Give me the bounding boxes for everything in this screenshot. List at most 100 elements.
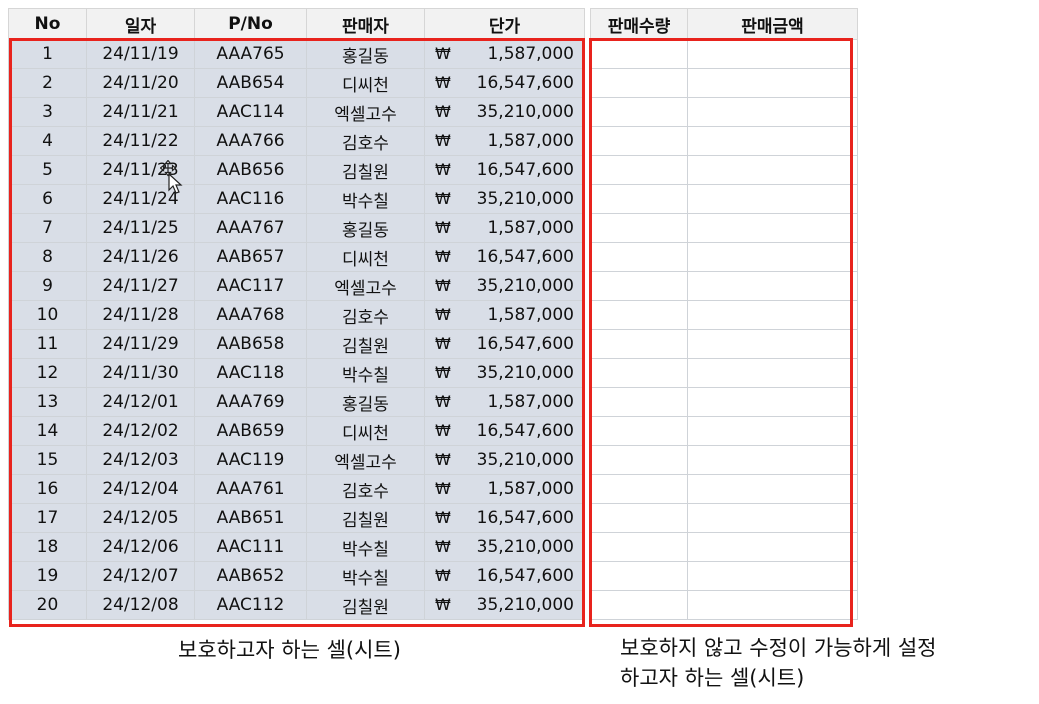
header-pno[interactable]: P/No [194, 8, 307, 40]
cell-date[interactable]: 24/12/05 [86, 503, 195, 533]
cell-pno[interactable]: AAA761 [194, 474, 307, 504]
cell-pno[interactable]: AAA767 [194, 213, 307, 243]
cell-qty[interactable] [590, 271, 688, 301]
cell-price[interactable]: ₩1,587,000 [424, 39, 585, 69]
cell-price[interactable]: ₩16,547,600 [424, 416, 585, 446]
cell-price[interactable]: ₩1,587,000 [424, 474, 585, 504]
cell-qty[interactable] [590, 387, 688, 417]
cell-amount[interactable] [687, 300, 858, 330]
cell-no[interactable]: 1 [8, 39, 87, 69]
cell-qty[interactable] [590, 329, 688, 359]
cell-qty[interactable] [590, 300, 688, 330]
cell-qty[interactable] [590, 155, 688, 185]
cell-price[interactable]: ₩16,547,600 [424, 561, 585, 591]
cell-no[interactable]: 18 [8, 532, 87, 562]
cell-pno[interactable]: AAC117 [194, 271, 307, 301]
cell-seller[interactable]: 박수칠 [306, 184, 425, 214]
cell-seller[interactable]: 김칠원 [306, 155, 425, 185]
header-qty[interactable]: 판매수량 [590, 8, 688, 40]
cell-qty[interactable] [590, 445, 688, 475]
cell-pno[interactable]: AAB654 [194, 68, 307, 98]
cell-seller[interactable]: 박수칠 [306, 561, 425, 591]
cell-no[interactable]: 17 [8, 503, 87, 533]
header-date[interactable]: 일자 [86, 8, 195, 40]
cell-amount[interactable] [687, 39, 858, 69]
cell-amount[interactable] [687, 329, 858, 359]
cell-pno[interactable]: AAA765 [194, 39, 307, 69]
cell-qty[interactable] [590, 358, 688, 388]
cell-no[interactable]: 13 [8, 387, 87, 417]
cell-seller[interactable]: 김칠원 [306, 329, 425, 359]
cell-seller[interactable]: 김호수 [306, 126, 425, 156]
cell-seller[interactable]: 김호수 [306, 474, 425, 504]
cell-price[interactable]: ₩35,210,000 [424, 184, 585, 214]
cell-qty[interactable] [590, 39, 688, 69]
cell-qty[interactable] [590, 242, 688, 272]
header-amount[interactable]: 판매금액 [687, 8, 858, 40]
cell-price[interactable]: ₩35,210,000 [424, 590, 585, 620]
cell-qty[interactable] [590, 532, 688, 562]
cell-seller[interactable]: 디씨천 [306, 416, 425, 446]
cell-amount[interactable] [687, 532, 858, 562]
cell-pno[interactable]: AAC116 [194, 184, 307, 214]
cell-pno[interactable]: AAC114 [194, 97, 307, 127]
cell-seller[interactable]: 엑셀고수 [306, 97, 425, 127]
cell-seller[interactable]: 김칠원 [306, 590, 425, 620]
cell-date[interactable]: 24/11/27 [86, 271, 195, 301]
cell-seller[interactable]: 엑셀고수 [306, 445, 425, 475]
cell-seller[interactable]: 홍길동 [306, 213, 425, 243]
cell-qty[interactable] [590, 97, 688, 127]
cell-pno[interactable]: AAB651 [194, 503, 307, 533]
cell-price[interactable]: ₩35,210,000 [424, 532, 585, 562]
cell-date[interactable]: 24/12/01 [86, 387, 195, 417]
cell-no[interactable]: 12 [8, 358, 87, 388]
cell-pno[interactable]: AAB652 [194, 561, 307, 591]
cell-amount[interactable] [687, 590, 858, 620]
cell-pno[interactable]: AAC111 [194, 532, 307, 562]
cell-seller[interactable]: 김칠원 [306, 503, 425, 533]
cell-date[interactable]: 24/11/19 [86, 39, 195, 69]
cell-price[interactable]: ₩1,587,000 [424, 213, 585, 243]
cell-no[interactable]: 2 [8, 68, 87, 98]
cell-qty[interactable] [590, 68, 688, 98]
cell-amount[interactable] [687, 184, 858, 214]
cell-amount[interactable] [687, 242, 858, 272]
cell-no[interactable]: 8 [8, 242, 87, 272]
cell-qty[interactable] [590, 561, 688, 591]
cell-qty[interactable] [590, 590, 688, 620]
cell-price[interactable]: ₩16,547,600 [424, 68, 585, 98]
cell-price[interactable]: ₩1,587,000 [424, 126, 585, 156]
cell-pno[interactable]: AAB656 [194, 155, 307, 185]
cell-price[interactable]: ₩1,587,000 [424, 387, 585, 417]
cell-pno[interactable]: AAA768 [194, 300, 307, 330]
cell-amount[interactable] [687, 416, 858, 446]
cell-amount[interactable] [687, 271, 858, 301]
cell-price[interactable]: ₩16,547,600 [424, 329, 585, 359]
cell-amount[interactable] [687, 213, 858, 243]
cell-pno[interactable]: AAC118 [194, 358, 307, 388]
cell-pno[interactable]: AAA766 [194, 126, 307, 156]
cell-no[interactable]: 10 [8, 300, 87, 330]
cell-seller[interactable]: 박수칠 [306, 358, 425, 388]
cell-qty[interactable] [590, 474, 688, 504]
cell-seller[interactable]: 김호수 [306, 300, 425, 330]
cell-date[interactable]: 24/11/22 [86, 126, 195, 156]
cell-price[interactable]: ₩16,547,600 [424, 155, 585, 185]
cell-amount[interactable] [687, 561, 858, 591]
cell-no[interactable]: 15 [8, 445, 87, 475]
cell-pno[interactable]: AAB659 [194, 416, 307, 446]
cell-pno[interactable]: AAA769 [194, 387, 307, 417]
cell-date[interactable]: 24/12/02 [86, 416, 195, 446]
cell-price[interactable]: ₩35,210,000 [424, 358, 585, 388]
cell-amount[interactable] [687, 68, 858, 98]
cell-price[interactable]: ₩16,547,600 [424, 503, 585, 533]
cell-price[interactable]: ₩1,587,000 [424, 300, 585, 330]
cell-no[interactable]: 3 [8, 97, 87, 127]
cell-amount[interactable] [687, 445, 858, 475]
cell-amount[interactable] [687, 387, 858, 417]
header-price[interactable]: 단가 [424, 8, 585, 40]
cell-price[interactable]: ₩35,210,000 [424, 97, 585, 127]
cell-date[interactable]: 24/12/04 [86, 474, 195, 504]
cell-date[interactable]: 24/11/21 [86, 97, 195, 127]
cell-date[interactable]: 24/12/06 [86, 532, 195, 562]
